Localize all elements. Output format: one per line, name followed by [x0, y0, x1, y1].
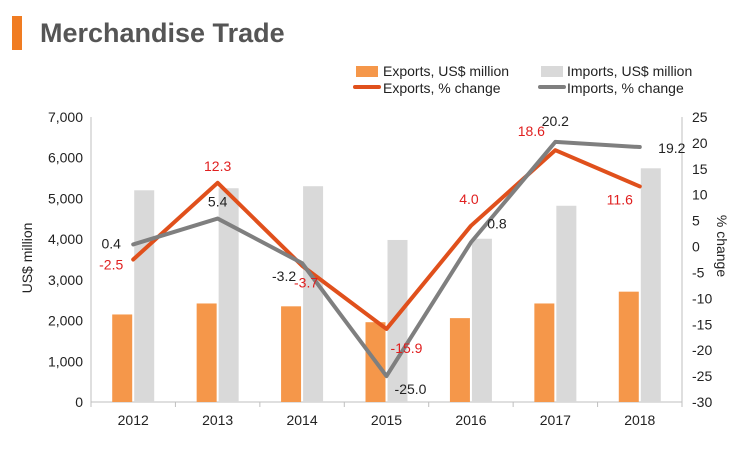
y-tick-label: 3,000: [48, 272, 83, 288]
axes: 01,0002,0003,0004,0005,0006,0007,000-30-…: [48, 109, 712, 428]
chart-title: Merchandise Trade: [40, 18, 285, 48]
x-tick-label: 2018: [624, 412, 655, 428]
legend-label-imports-bar: Imports, US$ million: [567, 63, 692, 79]
data-label-imports-2014: -3.2: [272, 268, 296, 284]
bar-imports-2017: [556, 205, 577, 402]
data-label-exports-2013: 12.3: [204, 158, 231, 174]
legend-swatch-exports-bar: [356, 66, 378, 77]
data-label-exports-2017: 18.6: [518, 123, 545, 139]
data-label-imports-2015: -25.0: [395, 381, 427, 397]
bar-imports-2012: [134, 190, 155, 402]
title-accent-bar: [12, 16, 22, 50]
x-tick-label: 2013: [202, 412, 233, 428]
y2-tick-label: -10: [692, 290, 712, 306]
y-tick-label: 7,000: [48, 109, 83, 125]
data-label-imports-2017: 20.2: [542, 113, 569, 129]
y2-axis-label: % change: [714, 215, 730, 277]
y2-tick-label: -25: [692, 368, 712, 384]
y-tick-label: 1,000: [48, 353, 83, 369]
data-label-imports-2012: 0.4: [101, 235, 121, 251]
x-tick-label: 2016: [455, 412, 486, 428]
y2-tick-label: 0: [692, 239, 700, 255]
bar-imports-2018: [640, 168, 661, 402]
legend-swatch-imports-bar: [541, 66, 563, 77]
data-label-exports-2015: -15.9: [391, 340, 423, 356]
bar-imports-2014: [303, 186, 324, 402]
data-label-exports-2014: -3.7: [294, 275, 318, 291]
y2-tick-label: -20: [692, 342, 712, 358]
y-tick-label: 5,000: [48, 190, 83, 206]
bar-imports-2016: [471, 238, 492, 402]
y2-tick-label: 20: [692, 135, 708, 151]
lines: [131, 139, 642, 379]
y-tick-label: 0: [75, 394, 83, 410]
y-tick-label: 2,000: [48, 313, 83, 329]
line-imports-pct-change: [131, 139, 642, 379]
data-labels: -2.5 12.3 -3.7 -15.9 4.0 18.6 11.6 0.4 5.4 -3.2 -2…: [99, 113, 685, 397]
y2-tick-label: 10: [692, 187, 708, 203]
x-tick-label: 2015: [371, 412, 402, 428]
legend-label-imports-line: Imports, % change: [567, 80, 684, 96]
x-tick-label: 2014: [286, 412, 317, 428]
line-exports-pct-change: [131, 148, 642, 331]
y-tick-label: 6,000: [48, 150, 83, 166]
y2-tick-label: -30: [692, 394, 712, 410]
y2-tick-label: 25: [692, 109, 708, 125]
data-label-exports-2018: 11.6: [607, 191, 633, 207]
legend-label-exports-bar: Exports, US$ million: [383, 63, 509, 79]
bar-exports-2013: [196, 303, 217, 402]
bar-exports-2014: [281, 306, 302, 402]
data-label-imports-2018: 19.2: [658, 140, 685, 156]
y-tick-label: 4,000: [48, 231, 83, 247]
y2-tick-label: -15: [692, 316, 712, 332]
y-axis-label: US$ million: [19, 223, 35, 294]
data-label-exports-2016: 4.0: [459, 191, 479, 207]
x-tick-label: 2017: [540, 412, 571, 428]
x-tick-label: 2012: [118, 412, 149, 428]
bars: [112, 168, 661, 402]
data-label-imports-2016: 0.8: [487, 215, 507, 231]
y2-tick-label: 15: [692, 161, 708, 177]
bar-exports-2017: [534, 303, 555, 402]
y2-tick-label: -5: [692, 264, 705, 280]
data-label-imports-2013: 5.4: [208, 194, 228, 210]
data-label-exports-2012: -2.5: [99, 257, 123, 273]
bar-imports-2015: [387, 239, 408, 402]
bar-exports-2018: [618, 291, 639, 402]
legend-label-exports-line: Exports, % change: [383, 80, 501, 96]
y2-tick-label: 5: [692, 213, 700, 229]
bar-exports-2016: [449, 318, 470, 402]
bar-exports-2012: [112, 314, 133, 402]
legend: Exports, US$ million Imports, US$ millio…: [353, 63, 692, 96]
bar-imports-2013: [218, 188, 239, 402]
